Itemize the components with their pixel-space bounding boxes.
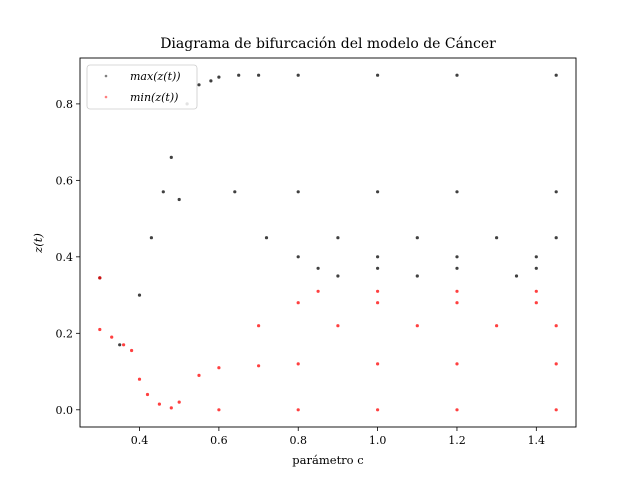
min-point — [316, 289, 320, 293]
min-point — [257, 364, 261, 368]
min-point — [197, 373, 201, 377]
max-point — [376, 190, 380, 194]
min-point — [376, 362, 380, 366]
min-point — [554, 408, 558, 412]
y-tick-label: 0.2 — [56, 327, 74, 340]
min-point — [296, 301, 300, 305]
max-point — [455, 266, 459, 270]
min-point — [145, 392, 150, 397]
min-point — [157, 402, 161, 406]
max-point — [296, 190, 300, 194]
legend-marker-min — [104, 95, 108, 99]
legend: max(z(t)) min(z(t)) — [86, 64, 198, 110]
max-point — [296, 73, 300, 77]
min-point — [137, 377, 142, 381]
legend-label-min: min(z(t)) — [130, 91, 178, 104]
max-point — [237, 73, 241, 77]
y-axis-label: z(t) — [31, 233, 45, 254]
min-point — [296, 362, 300, 366]
max-point — [336, 236, 340, 240]
max-point — [455, 255, 459, 259]
y-tick-label: 0.6 — [56, 174, 74, 187]
max-point — [264, 236, 269, 240]
legend-label-max: max(z(t)) — [130, 70, 181, 83]
x-tick-label: 0.6 — [210, 434, 228, 447]
x-tick-label: 1.2 — [448, 434, 466, 447]
max-point — [495, 236, 499, 240]
legend-box — [86, 64, 198, 110]
max-point — [316, 266, 320, 270]
min-point — [169, 406, 173, 410]
chart-title: Diagrama de bifurcación del modelo de Cá… — [160, 36, 496, 52]
min-point — [455, 301, 459, 305]
min-point — [217, 366, 221, 370]
min-point — [554, 324, 558, 328]
min-point — [336, 324, 340, 328]
max-point — [534, 266, 538, 270]
axes-frame — [79, 57, 577, 428]
min-point — [455, 408, 459, 412]
max-point — [197, 83, 201, 87]
max-point — [415, 236, 419, 240]
max-point — [169, 155, 173, 159]
max-point — [415, 274, 419, 278]
max-point — [455, 190, 459, 194]
max-point — [455, 73, 459, 77]
min-point — [455, 289, 459, 293]
min-point — [122, 343, 126, 347]
min-point — [257, 324, 261, 328]
min-point — [296, 408, 300, 412]
x-tick-label: 1.4 — [528, 434, 546, 447]
min-point — [217, 408, 221, 412]
data-points — [98, 73, 558, 412]
min-point — [376, 289, 380, 293]
min-point — [98, 327, 102, 332]
x-tick-label: 1.0 — [369, 434, 387, 447]
max-point — [118, 343, 122, 347]
max-point — [233, 190, 237, 194]
min-point — [98, 276, 102, 280]
max-point — [554, 73, 558, 77]
max-point — [534, 255, 538, 259]
max-point — [161, 190, 165, 194]
min-point — [376, 408, 380, 412]
max-point — [336, 274, 340, 278]
max-point — [217, 75, 221, 79]
max-point — [177, 197, 181, 202]
min-point — [534, 301, 538, 305]
max-point — [514, 274, 519, 278]
min-point — [554, 362, 558, 366]
min-point — [130, 348, 134, 353]
max-point — [209, 79, 213, 83]
max-point — [376, 266, 380, 270]
min-point — [415, 324, 419, 328]
min-point — [495, 324, 499, 328]
max-point — [376, 73, 380, 77]
min-point — [177, 400, 181, 404]
min-point — [455, 362, 459, 366]
y-tick-label: 0.0 — [56, 404, 74, 417]
min-point — [376, 301, 380, 305]
min-point — [534, 289, 538, 293]
legend-marker-max — [104, 74, 108, 78]
min-point — [110, 335, 114, 339]
axis-ticks: 0.4 0.6 0.8 1.0 1.2 1.4 0.0 0.2 0.4 0.6 0.8 — [56, 98, 546, 447]
x-tick-label: 0.8 — [289, 434, 307, 447]
x-tick-label: 0.4 — [131, 434, 149, 447]
max-point — [554, 236, 558, 240]
y-tick-label: 0.4 — [56, 251, 74, 264]
max-point — [376, 255, 380, 259]
max-point — [137, 293, 142, 297]
max-point — [257, 73, 261, 77]
x-axis-label: parámetro c — [292, 453, 363, 467]
max-point — [554, 190, 558, 194]
y-tick-label: 0.8 — [56, 98, 74, 111]
max-point — [149, 236, 153, 240]
max-point — [296, 255, 300, 259]
